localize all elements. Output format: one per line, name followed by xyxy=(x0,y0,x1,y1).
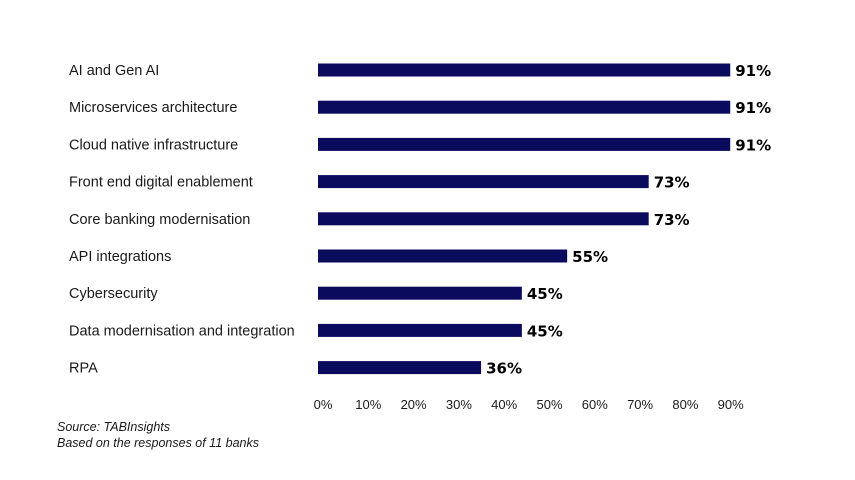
category-label: Core banking modernisation xyxy=(69,212,250,228)
bar xyxy=(318,361,482,375)
x-tick-label: 50% xyxy=(536,397,562,412)
bar xyxy=(318,323,522,337)
value-label: 45% xyxy=(527,322,563,340)
x-tick-label: 20% xyxy=(401,397,427,412)
bar xyxy=(318,100,731,114)
category-label: Data modernisation and integration xyxy=(69,323,295,339)
x-axis-tick-labels: 0% 10% 20% 30% 40% 50% 60% 70% 80% 90% xyxy=(314,397,745,412)
value-label: 91% xyxy=(735,136,771,154)
bar xyxy=(318,63,731,77)
category-label: API integrations xyxy=(69,249,171,265)
x-tick-label: 90% xyxy=(718,397,744,412)
bars xyxy=(318,63,731,375)
value-label: 91% xyxy=(735,99,771,117)
x-tick-label: 0% xyxy=(314,397,333,412)
bar xyxy=(318,175,649,189)
category-label: AI and Gen AI xyxy=(69,63,159,79)
x-tick-label: 40% xyxy=(491,397,517,412)
x-tick-label: 60% xyxy=(582,397,608,412)
category-label: Cybersecurity xyxy=(69,286,158,302)
value-labels: 91% 91% 91% 73% 73% 55% 45% 45% 36% xyxy=(486,62,771,378)
x-tick-label: 10% xyxy=(355,397,381,412)
value-label: 55% xyxy=(572,248,608,266)
value-label: 45% xyxy=(527,285,563,303)
value-label: 36% xyxy=(486,360,522,378)
bar xyxy=(318,137,731,151)
category-label: Cloud native infrastructure xyxy=(69,137,238,153)
value-label: 73% xyxy=(654,211,690,229)
source-note: Source: TABInsights xyxy=(57,420,171,434)
bar xyxy=(318,249,568,263)
bar xyxy=(318,286,522,300)
category-label: Microservices architecture xyxy=(69,100,237,116)
bar xyxy=(318,212,649,226)
x-tick-label: 30% xyxy=(446,397,472,412)
category-label: Front end digital enablement xyxy=(69,175,253,191)
category-labels: AI and Gen AI Microservices architecture C… xyxy=(69,63,295,377)
x-tick-label: 70% xyxy=(627,397,653,412)
category-label: RPA xyxy=(69,361,98,377)
value-label: 73% xyxy=(654,174,690,192)
bar-chart: AI and Gen AI Microservices architecture C… xyxy=(69,62,771,412)
basis-note: Based on the responses of 11 banks xyxy=(57,436,259,450)
value-label: 91% xyxy=(735,62,771,80)
x-tick-label: 80% xyxy=(672,397,698,412)
